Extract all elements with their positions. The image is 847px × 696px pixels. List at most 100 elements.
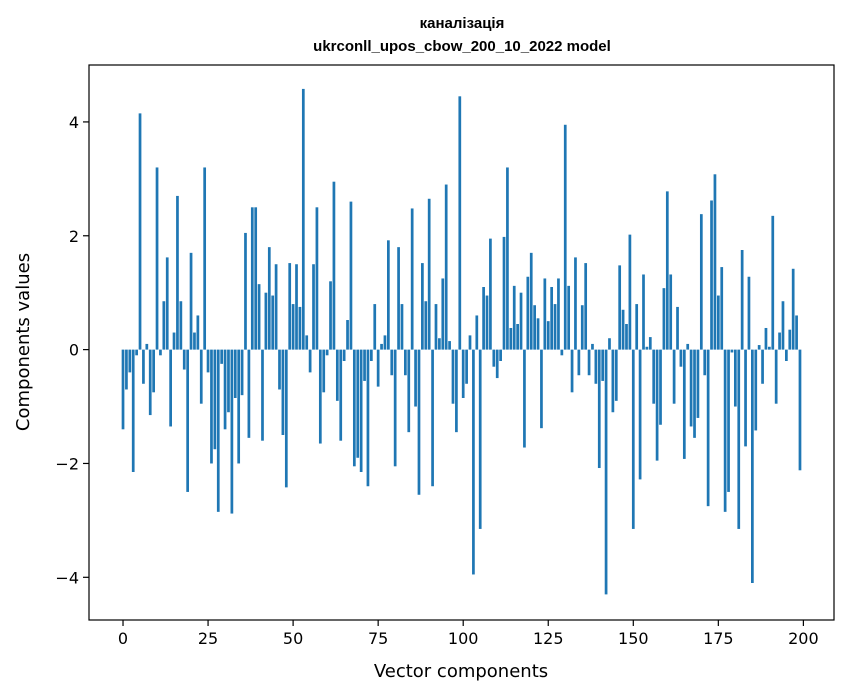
bar-159 bbox=[662, 288, 666, 350]
bar-180 bbox=[733, 349, 737, 407]
bar-83 bbox=[404, 349, 407, 376]
bar-46 bbox=[278, 349, 281, 390]
x-tick-label: 100 bbox=[448, 629, 479, 648]
bar-35 bbox=[240, 349, 244, 396]
bar-58 bbox=[318, 349, 322, 444]
bar-44 bbox=[271, 295, 275, 350]
bar-38 bbox=[250, 207, 254, 350]
y-tick-label: −2 bbox=[55, 454, 79, 473]
bar-85 bbox=[410, 208, 414, 350]
bar-91 bbox=[431, 349, 434, 487]
y-tick-label: 2 bbox=[69, 227, 79, 246]
bar-107 bbox=[485, 295, 489, 350]
bar-40 bbox=[257, 284, 261, 350]
bar-86 bbox=[414, 349, 417, 407]
bar-192 bbox=[774, 349, 778, 404]
bar-55 bbox=[308, 349, 312, 373]
bar-51 bbox=[295, 264, 298, 350]
bar-6 bbox=[142, 349, 145, 384]
bar-163 bbox=[676, 306, 679, 350]
bar-56 bbox=[312, 264, 315, 350]
bar-136 bbox=[584, 263, 588, 350]
bar-61 bbox=[329, 281, 332, 350]
bar-16 bbox=[176, 195, 179, 350]
bar-70 bbox=[359, 349, 363, 472]
x-tick-label: 75 bbox=[368, 629, 388, 648]
bar-28 bbox=[216, 349, 220, 512]
bar-155 bbox=[648, 337, 652, 350]
bar-66 bbox=[346, 320, 349, 350]
bar-14 bbox=[169, 349, 172, 427]
bar-0 bbox=[121, 349, 125, 430]
bar-76 bbox=[380, 343, 383, 350]
bar-74 bbox=[373, 304, 377, 350]
bar-160 bbox=[665, 191, 669, 350]
bar-3 bbox=[131, 349, 135, 472]
bar-196 bbox=[788, 329, 792, 350]
bar-18 bbox=[182, 349, 186, 370]
bar-133 bbox=[574, 257, 577, 350]
bar-185 bbox=[751, 349, 754, 583]
y-axis-ticks: −4 −2 0 2 4 bbox=[55, 113, 89, 587]
bar-116 bbox=[516, 324, 519, 350]
bar-118 bbox=[523, 349, 526, 448]
bar-148 bbox=[625, 324, 628, 350]
bar-141 bbox=[601, 349, 605, 381]
bar-182 bbox=[740, 250, 744, 350]
bar-1 bbox=[125, 349, 128, 390]
bar-53 bbox=[301, 88, 305, 350]
bar-12 bbox=[162, 301, 166, 350]
bar-130 bbox=[563, 124, 567, 350]
bar-146 bbox=[618, 265, 622, 350]
bar-175 bbox=[716, 295, 720, 350]
bar-54 bbox=[305, 335, 309, 350]
bar-59 bbox=[322, 349, 326, 393]
bar-26 bbox=[210, 349, 213, 464]
bar-49 bbox=[288, 263, 292, 350]
bar-45 bbox=[274, 264, 278, 350]
bar-129 bbox=[560, 349, 564, 356]
bar-110 bbox=[495, 349, 499, 379]
x-tick-label: 25 bbox=[198, 629, 218, 648]
bar-63 bbox=[335, 349, 339, 401]
x-tick-label: 0 bbox=[118, 629, 128, 648]
bar-19 bbox=[186, 349, 190, 492]
bar-174 bbox=[713, 174, 717, 350]
bar-96 bbox=[448, 341, 451, 350]
bar-139 bbox=[594, 349, 598, 384]
bar-50 bbox=[291, 304, 295, 350]
bar-71 bbox=[363, 349, 366, 381]
bar-84 bbox=[407, 349, 411, 433]
bar-173 bbox=[710, 200, 713, 350]
bar-77 bbox=[383, 335, 387, 350]
bar-176 bbox=[720, 267, 724, 350]
bar-64 bbox=[339, 349, 343, 441]
bar-90 bbox=[427, 198, 431, 350]
bar-143 bbox=[608, 338, 611, 350]
bar-127 bbox=[553, 304, 557, 350]
bar-80 bbox=[393, 349, 397, 467]
bar-62 bbox=[332, 181, 336, 350]
x-axis-ticks: 0 25 50 75 100 125 150 175 200 bbox=[118, 620, 819, 648]
bar-117 bbox=[519, 292, 523, 350]
bar-198 bbox=[795, 315, 798, 350]
bar-179 bbox=[730, 349, 734, 353]
bar-102 bbox=[468, 335, 472, 350]
bar-158 bbox=[659, 349, 662, 425]
bar-52 bbox=[298, 306, 302, 350]
bar-93 bbox=[438, 338, 441, 350]
bar-128 bbox=[557, 278, 560, 350]
bar-194 bbox=[781, 301, 785, 350]
bar-24 bbox=[203, 167, 207, 350]
bar-5 bbox=[138, 113, 142, 350]
bar-4 bbox=[135, 349, 138, 356]
bar-104 bbox=[475, 315, 479, 350]
bar-164 bbox=[679, 349, 683, 367]
bar-43 bbox=[267, 247, 271, 350]
bar-145 bbox=[614, 349, 618, 401]
bar-65 bbox=[342, 349, 346, 361]
bar-67 bbox=[349, 201, 353, 350]
bar-33 bbox=[233, 349, 237, 398]
y-tick-label: −4 bbox=[55, 568, 79, 587]
bar-13 bbox=[165, 257, 169, 350]
